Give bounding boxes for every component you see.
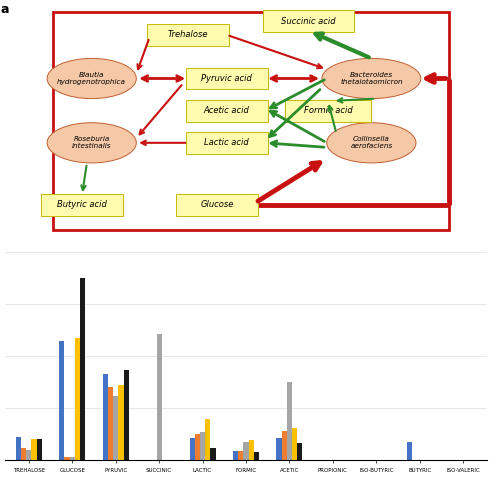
Bar xyxy=(113,396,118,460)
Bar xyxy=(103,374,108,460)
FancyBboxPatch shape xyxy=(284,100,371,122)
Text: Trehalose: Trehalose xyxy=(168,30,209,40)
Bar xyxy=(16,437,21,460)
Bar xyxy=(189,438,195,460)
Text: Blautia
hydrogenotrophica: Blautia hydrogenotrophica xyxy=(57,72,126,85)
Bar xyxy=(108,388,113,460)
FancyBboxPatch shape xyxy=(186,68,268,90)
Text: Succinic acid: Succinic acid xyxy=(281,16,336,26)
Bar xyxy=(211,448,215,460)
Bar xyxy=(281,431,287,460)
Text: Glucose: Glucose xyxy=(200,200,234,209)
FancyBboxPatch shape xyxy=(186,100,268,122)
Bar xyxy=(248,440,254,460)
Text: Roseburia
intestinalis: Roseburia intestinalis xyxy=(72,136,112,149)
Bar xyxy=(75,338,80,460)
Text: Acetic acid: Acetic acid xyxy=(204,106,249,115)
Bar xyxy=(64,457,70,460)
Text: Formic acid: Formic acid xyxy=(304,106,352,115)
Bar xyxy=(156,334,162,460)
Bar xyxy=(59,340,64,460)
Ellipse shape xyxy=(47,58,136,98)
Ellipse shape xyxy=(322,58,421,98)
Bar xyxy=(195,434,200,460)
FancyBboxPatch shape xyxy=(147,24,229,46)
Ellipse shape xyxy=(327,122,416,163)
Bar xyxy=(254,452,259,460)
Ellipse shape xyxy=(47,122,136,163)
Bar xyxy=(238,450,244,460)
Bar xyxy=(277,438,281,460)
Text: a: a xyxy=(0,2,8,16)
Bar xyxy=(287,382,292,460)
FancyBboxPatch shape xyxy=(186,132,268,154)
Bar xyxy=(118,385,123,460)
Text: Pyruvic acid: Pyruvic acid xyxy=(201,74,252,83)
Bar xyxy=(123,370,129,460)
Text: Bacteroides
thetaiotaomicron: Bacteroides thetaiotaomicron xyxy=(340,72,402,85)
Bar xyxy=(80,278,85,460)
Text: Butyric acid: Butyric acid xyxy=(57,200,107,209)
FancyBboxPatch shape xyxy=(263,10,355,32)
Bar xyxy=(244,442,248,460)
Text: Lactic acid: Lactic acid xyxy=(204,138,249,147)
Text: Collinsella
aerofaciens: Collinsella aerofaciens xyxy=(350,136,393,149)
FancyBboxPatch shape xyxy=(176,194,258,216)
Bar xyxy=(205,420,211,460)
Bar xyxy=(292,428,297,460)
Bar xyxy=(200,432,205,460)
Bar xyxy=(407,442,412,460)
Bar xyxy=(31,439,36,460)
Bar xyxy=(70,458,75,460)
Bar xyxy=(297,443,303,460)
Bar xyxy=(21,448,26,460)
FancyBboxPatch shape xyxy=(41,194,123,216)
Bar xyxy=(233,450,238,460)
Bar xyxy=(36,438,42,460)
Bar xyxy=(26,450,31,460)
